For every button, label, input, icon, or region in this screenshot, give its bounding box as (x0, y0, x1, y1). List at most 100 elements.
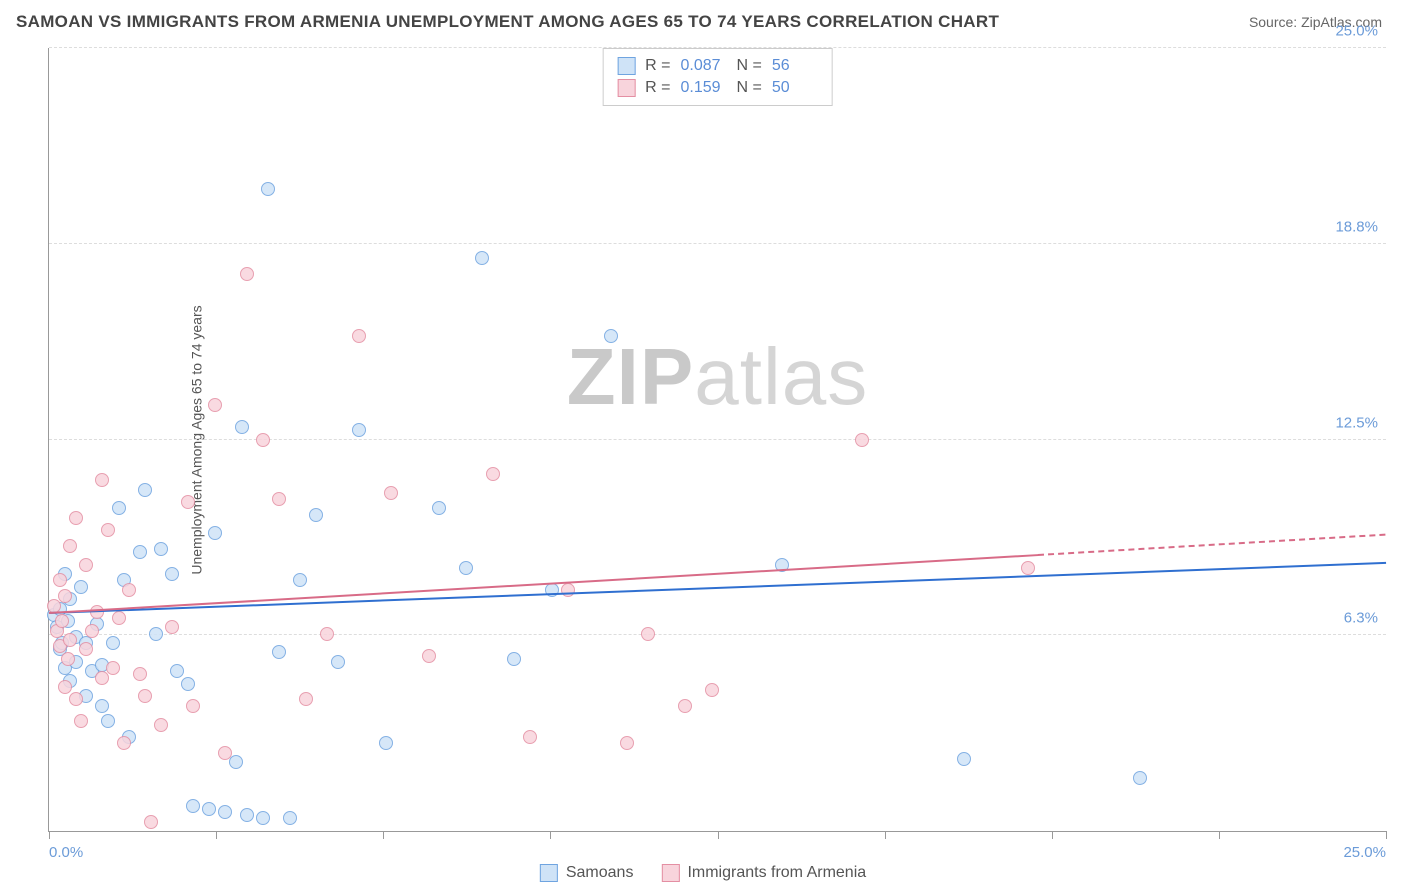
scatter-point (106, 636, 120, 650)
stat-r-label: R = (645, 57, 670, 75)
x-tick (718, 831, 719, 839)
scatter-point (85, 624, 99, 638)
scatter-point (507, 652, 521, 666)
legend-item: Immigrants from Armenia (661, 864, 866, 882)
scatter-point (208, 398, 222, 412)
trend-line (49, 562, 1386, 614)
stat-r-value: 0.159 (681, 79, 727, 97)
scatter-point (106, 661, 120, 675)
scatter-point (95, 699, 109, 713)
stat-n-value: 50 (772, 79, 818, 97)
scatter-point (208, 526, 222, 540)
scatter-point (144, 815, 158, 829)
scatter-point (181, 495, 195, 509)
legend-swatch (540, 864, 558, 882)
scatter-point (320, 627, 334, 641)
y-tick-label: 18.8% (1335, 218, 1378, 235)
scatter-point (641, 627, 655, 641)
scatter-point (154, 542, 168, 556)
scatter-point (55, 614, 69, 628)
legend-swatch (617, 57, 635, 75)
chart-area: Unemployment Among Ages 65 to 74 years Z… (48, 48, 1386, 832)
scatter-point (53, 573, 67, 587)
scatter-point (1133, 771, 1147, 785)
scatter-point (705, 683, 719, 697)
scatter-point (240, 808, 254, 822)
scatter-point (186, 799, 200, 813)
scatter-point (58, 589, 72, 603)
scatter-point (79, 558, 93, 572)
scatter-point (235, 420, 249, 434)
scatter-point (186, 699, 200, 713)
scatter-point (352, 423, 366, 437)
scatter-point (272, 492, 286, 506)
scatter-point (63, 633, 77, 647)
trend-line (49, 554, 1038, 614)
y-tick-label: 25.0% (1335, 23, 1378, 40)
scatter-point (165, 567, 179, 581)
x-tick (1052, 831, 1053, 839)
scatter-point (138, 689, 152, 703)
x-tick (49, 831, 50, 839)
legend-swatch (661, 864, 679, 882)
scatter-point (165, 620, 179, 634)
scatter-point (154, 718, 168, 732)
stat-row: R = 0.159 N = 50 (617, 77, 818, 99)
scatter-point (1021, 561, 1035, 575)
scatter-point (293, 573, 307, 587)
scatter-point (229, 755, 243, 769)
scatter-point (432, 501, 446, 515)
scatter-point (74, 714, 88, 728)
scatter-point (101, 714, 115, 728)
stat-r-value: 0.087 (681, 57, 727, 75)
scatter-point (63, 539, 77, 553)
trend-line (1038, 533, 1386, 555)
y-tick-label: 6.3% (1344, 610, 1378, 627)
gridline (49, 634, 1386, 635)
legend-item: Samoans (540, 864, 634, 882)
x-tick (885, 831, 886, 839)
scatter-point (218, 746, 232, 760)
stat-r-label: R = (645, 79, 670, 97)
scatter-point (272, 645, 286, 659)
scatter-point (678, 699, 692, 713)
scatter-point (604, 329, 618, 343)
scatter-point (256, 433, 270, 447)
scatter-point (486, 467, 500, 481)
scatter-point (61, 652, 75, 666)
scatter-point (309, 508, 323, 522)
scatter-point (855, 433, 869, 447)
stat-n-value: 56 (772, 57, 818, 75)
scatter-point (475, 251, 489, 265)
stat-row: R =0.087N =56 (617, 55, 818, 77)
legend-label: Immigrants from Armenia (687, 864, 866, 882)
scatter-point (112, 501, 126, 515)
scatter-point (79, 642, 93, 656)
scatter-point (523, 730, 537, 744)
scatter-point (240, 267, 254, 281)
x-tick (216, 831, 217, 839)
gridline (49, 47, 1386, 48)
gridline (49, 439, 1386, 440)
scatter-point (352, 329, 366, 343)
scatter-point (149, 627, 163, 641)
stat-n-label: N = (737, 79, 762, 97)
scatter-point (202, 802, 216, 816)
x-tick (1219, 831, 1220, 839)
scatter-point (422, 649, 436, 663)
legend-label: Samoans (566, 864, 634, 882)
scatter-point (620, 736, 634, 750)
x-tick (383, 831, 384, 839)
plot-region: ZIPatlas R =0.087N =56R =0.159N =50 6.3%… (48, 48, 1386, 832)
scatter-point (69, 511, 83, 525)
scatter-point (117, 736, 131, 750)
scatter-point (112, 611, 126, 625)
scatter-point (101, 523, 115, 537)
chart-title: SAMOAN VS IMMIGRANTS FROM ARMENIA UNEMPL… (16, 12, 999, 32)
scatter-point (170, 664, 184, 678)
scatter-point (261, 182, 275, 196)
scatter-point (256, 811, 270, 825)
legend-swatch (617, 79, 635, 97)
scatter-point (218, 805, 232, 819)
scatter-point (384, 486, 398, 500)
